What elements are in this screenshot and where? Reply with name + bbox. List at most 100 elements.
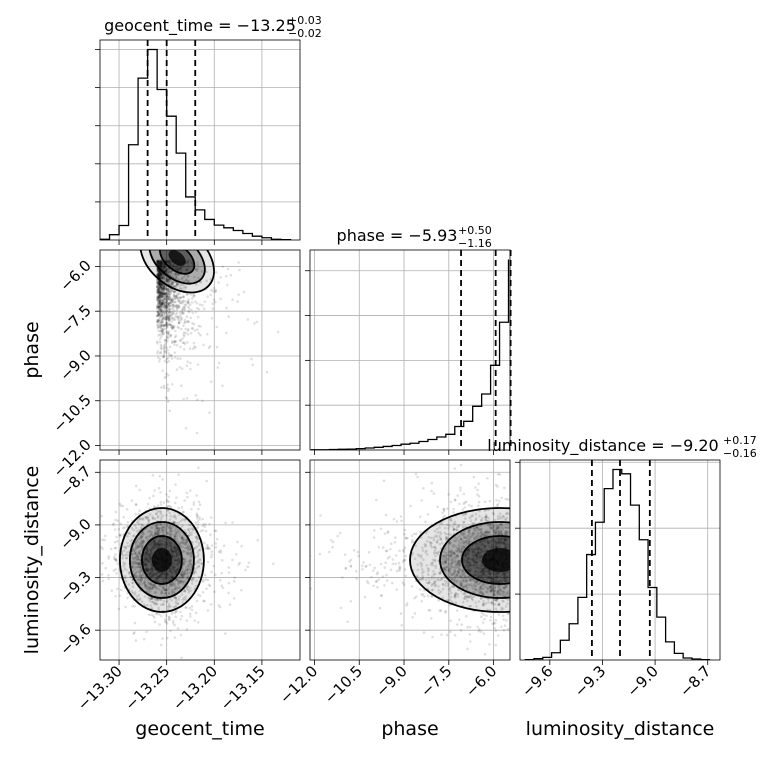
sample-point (121, 557, 125, 560)
sample-point (174, 297, 177, 301)
sample-point (92, 592, 95, 595)
sample-point (175, 553, 179, 556)
sample-point (157, 260, 161, 263)
sample-point (166, 573, 170, 576)
sample-point (157, 261, 160, 265)
sample-point (440, 633, 443, 636)
sample-point (166, 297, 169, 301)
sample-point (201, 517, 204, 521)
sample-point (158, 313, 162, 316)
sample-point (119, 534, 122, 538)
sample-point (172, 285, 176, 288)
sample-point (175, 559, 179, 562)
sample-point (480, 615, 483, 618)
sample-point (140, 523, 144, 526)
sample-point (157, 308, 161, 311)
sample-point (134, 512, 138, 516)
sample-point (124, 556, 128, 560)
sample-point (150, 531, 154, 535)
sample-point (190, 608, 194, 612)
sample-point (145, 536, 148, 540)
sample-point (162, 264, 166, 268)
sample-point (123, 526, 127, 529)
sample-point (163, 324, 166, 327)
sample-point (476, 451, 479, 454)
sample-point (157, 487, 161, 490)
sample-point (170, 282, 174, 285)
sample-point (145, 535, 148, 539)
sample-point (178, 339, 182, 342)
sample-point (198, 516, 201, 519)
sample-point (167, 616, 171, 619)
sample-point (187, 588, 190, 592)
sample-point (154, 533, 157, 536)
sample-point (151, 583, 155, 586)
sample-point (160, 263, 164, 266)
sample-point (176, 554, 180, 557)
sample-point (159, 272, 163, 276)
sample-point (476, 488, 479, 492)
sample-point (160, 283, 163, 286)
sample-point (156, 533, 159, 536)
sample-point (180, 535, 184, 539)
sample-point (127, 583, 131, 586)
sample-point (181, 337, 184, 340)
sample-point (158, 531, 162, 535)
sample-point (165, 514, 168, 517)
sample-point (113, 528, 117, 531)
sample-point (167, 319, 171, 323)
sample-point (157, 261, 160, 265)
sample-point (159, 503, 163, 507)
sample-point (134, 542, 137, 545)
sample-point (176, 602, 179, 605)
sample-point (145, 568, 148, 572)
sample-point (211, 307, 215, 311)
sample-point (161, 284, 165, 287)
sample-point (126, 541, 129, 545)
sample-point (164, 299, 168, 303)
sample-point (120, 588, 123, 592)
sample-point (158, 340, 162, 344)
sample-point (185, 268, 189, 272)
sample-point (162, 355, 165, 359)
sample-point (213, 590, 216, 594)
sample-point (136, 558, 139, 561)
sample-point (138, 558, 141, 561)
sample-point (171, 553, 175, 556)
sample-point (161, 299, 165, 302)
sample-point (145, 559, 149, 563)
sample-point (182, 348, 186, 351)
sample-point (177, 291, 181, 294)
sample-point (167, 618, 171, 621)
sample-point (157, 271, 160, 275)
sample-point (158, 542, 161, 546)
sample-point (157, 269, 161, 273)
sample-point (470, 505, 474, 508)
sample-point (187, 305, 190, 309)
sample-point (177, 299, 181, 302)
sample-point (166, 545, 169, 549)
frame-phase (309, 249, 511, 451)
sample-point (161, 277, 164, 280)
sample-point (197, 553, 200, 556)
sample-point (156, 352, 159, 355)
sample-point (165, 318, 168, 321)
sample-point (169, 263, 173, 267)
sample-point (174, 272, 177, 276)
sample-point (159, 573, 162, 577)
sample-point (175, 555, 179, 558)
sample-point (149, 553, 152, 556)
sample-point (157, 334, 160, 337)
sample-point (162, 316, 165, 319)
sample-point (186, 575, 190, 578)
sample-point (219, 276, 223, 279)
sample-point (177, 568, 180, 571)
sample-point (161, 538, 165, 541)
sample-point (162, 286, 166, 289)
sample-point (146, 546, 149, 549)
sample-point (123, 567, 127, 570)
sample-point (162, 290, 166, 294)
sample-point (196, 523, 200, 526)
sample-point (165, 279, 169, 282)
sample-point (181, 295, 185, 299)
